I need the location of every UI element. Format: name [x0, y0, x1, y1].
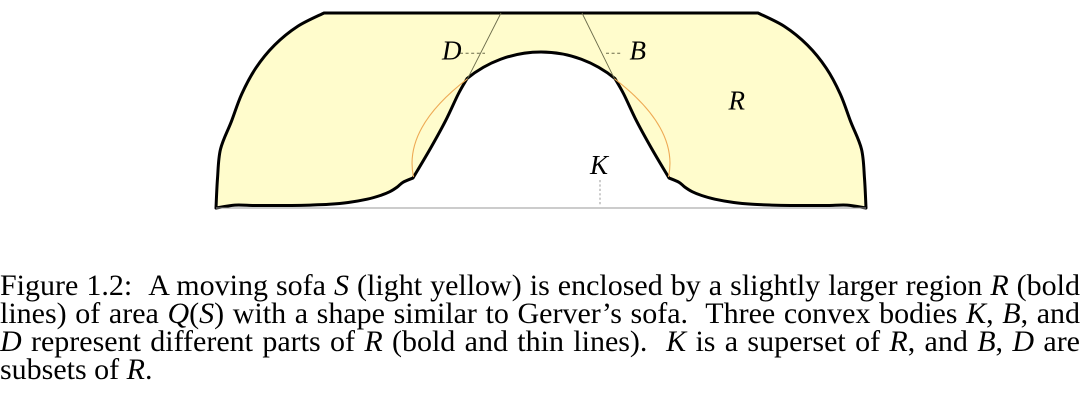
svg-text:K: K — [589, 150, 610, 180]
svg-text:D: D — [441, 36, 462, 66]
svg-text:R: R — [728, 86, 746, 116]
svg-text:B: B — [630, 36, 647, 66]
